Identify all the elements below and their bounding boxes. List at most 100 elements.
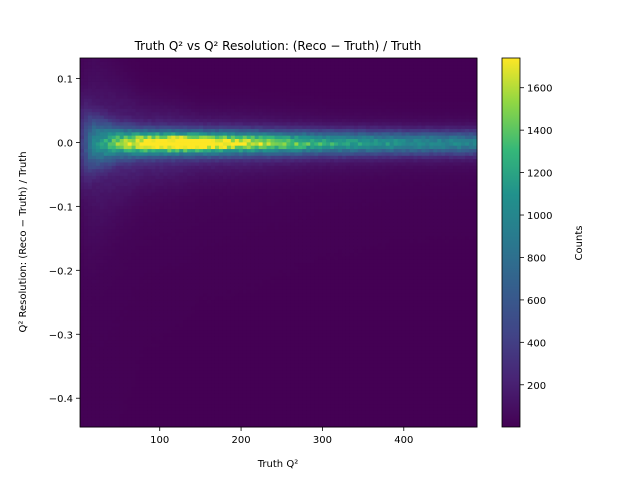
heatmap-cell [199, 333, 204, 337]
heatmap-cell [230, 410, 236, 415]
heatmap-cell [191, 74, 196, 79]
heatmap-cell [119, 78, 125, 82]
heatmap-cell [139, 232, 145, 237]
heatmap-cell [246, 178, 252, 183]
heatmap-cell [207, 188, 212, 193]
heatmap-cell [103, 172, 109, 176]
heatmap-cell [195, 74, 200, 79]
heatmap-cell [87, 343, 93, 347]
heatmap-cell [238, 61, 244, 66]
heatmap-cell [207, 309, 212, 314]
heatmap-cell [127, 185, 133, 190]
heatmap-cell [238, 276, 244, 280]
heatmap-cell [195, 188, 200, 193]
heatmap-cell [191, 380, 196, 384]
heatmap-cell [207, 349, 212, 354]
heatmap-cell [95, 202, 101, 207]
heatmap-cell [242, 259, 248, 264]
heatmap-cell [214, 383, 220, 388]
heatmap-cell [159, 366, 164, 371]
heatmap-cell [155, 252, 160, 257]
heatmap-cell [230, 195, 236, 200]
heatmap-cell [230, 84, 236, 89]
heatmap-cell [218, 376, 224, 381]
heatmap-cell [179, 359, 184, 364]
heatmap-cell [107, 276, 113, 280]
heatmap-cell [175, 252, 180, 257]
heatmap-cell [115, 208, 121, 213]
heatmap-cell [80, 265, 85, 270]
heatmap-cell [139, 125, 145, 129]
heatmap-cell [155, 396, 160, 401]
heatmap-cell [191, 219, 196, 223]
heatmap-cell [254, 289, 260, 294]
heatmap-cell [107, 58, 113, 62]
heatmap-cell [214, 81, 220, 86]
heatmap-cell [246, 74, 252, 79]
heatmap-cell [163, 373, 168, 378]
heatmap-cell [115, 222, 121, 227]
heatmap-cell [214, 373, 220, 378]
heatmap-cell [99, 423, 105, 428]
heatmap-cell [111, 208, 117, 213]
heatmap-cell [203, 215, 208, 220]
heatmap-cell [250, 346, 256, 351]
heatmap-cell [179, 272, 184, 277]
heatmap-cell [159, 128, 164, 133]
heatmap-cell [135, 161, 141, 166]
heatmap-cell [214, 168, 220, 173]
heatmap-cell [199, 125, 204, 129]
heatmap-cell [207, 326, 212, 331]
heatmap-cell [99, 195, 105, 200]
heatmap-cell [91, 198, 97, 203]
chart-title: Truth Q² vs Q² Resolution: (Reco − Truth… [134, 39, 422, 53]
heatmap-cell [230, 155, 236, 160]
heatmap-cell [139, 309, 145, 314]
heatmap-cell [139, 406, 145, 411]
heatmap-cell [250, 158, 256, 163]
heatmap-cell [139, 292, 145, 297]
heatmap-cell [91, 289, 97, 294]
heatmap-cell [107, 175, 113, 180]
heatmap-cell [163, 225, 168, 230]
heatmap-cell [147, 269, 152, 274]
heatmap-cell [159, 316, 164, 321]
heatmap-cell [183, 276, 188, 280]
heatmap-cell [222, 323, 228, 327]
heatmap-cell [151, 198, 156, 203]
heatmap-cell [155, 403, 160, 408]
heatmap-cell [107, 84, 113, 89]
heatmap-cell [87, 323, 93, 327]
heatmap-cell [246, 161, 252, 166]
heatmap-cell [195, 359, 200, 364]
heatmap-cell [107, 339, 113, 344]
heatmap-cell [159, 101, 164, 106]
heatmap-cell [131, 61, 137, 66]
heatmap-cell [127, 336, 133, 341]
heatmap-cell [195, 205, 200, 210]
heatmap-cell [99, 188, 105, 193]
heatmap-cell [187, 192, 192, 197]
heatmap-cell [115, 158, 121, 163]
heatmap-cell [107, 202, 113, 207]
heatmap-cell [83, 346, 89, 351]
heatmap-cell [163, 255, 168, 260]
heatmap-cell [135, 81, 141, 86]
heatmap-cell [187, 175, 192, 180]
heatmap-cell [187, 155, 192, 160]
heatmap-cell [242, 380, 248, 384]
heatmap-cell [80, 323, 85, 327]
heatmap-cell [87, 403, 93, 408]
heatmap-cell [179, 195, 184, 200]
heatmap-cell [167, 229, 172, 233]
heatmap-cell [258, 292, 264, 297]
heatmap-cell [107, 212, 113, 217]
heatmap-cell [119, 366, 125, 371]
heatmap-cell [103, 219, 109, 223]
heatmap-cell [199, 131, 204, 136]
heatmap-cell [246, 111, 252, 116]
heatmap-cell [163, 302, 168, 307]
heatmap-cell [211, 286, 216, 290]
heatmap-cell [214, 118, 220, 123]
heatmap-cell [163, 235, 168, 240]
